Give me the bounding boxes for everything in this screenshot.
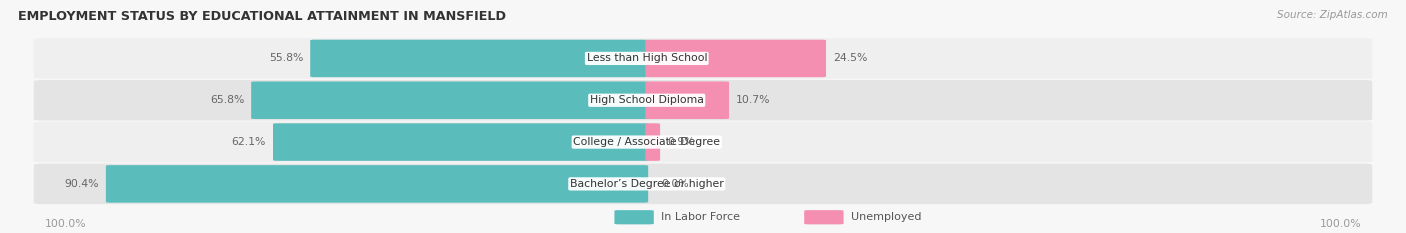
FancyBboxPatch shape [614, 210, 654, 224]
Text: 10.7%: 10.7% [737, 95, 770, 105]
FancyBboxPatch shape [273, 123, 648, 161]
FancyBboxPatch shape [252, 82, 648, 119]
FancyBboxPatch shape [105, 165, 648, 203]
Text: 0.0%: 0.0% [661, 179, 689, 189]
FancyBboxPatch shape [645, 82, 728, 119]
Text: 100.0%: 100.0% [1319, 219, 1361, 229]
Text: High School Diploma: High School Diploma [591, 95, 703, 105]
Text: College / Associate Degree: College / Associate Degree [574, 137, 720, 147]
FancyBboxPatch shape [34, 38, 1372, 79]
Text: Bachelor’s Degree or higher: Bachelor’s Degree or higher [569, 179, 724, 189]
Text: 0.9%: 0.9% [668, 137, 695, 147]
FancyBboxPatch shape [311, 40, 648, 77]
FancyBboxPatch shape [34, 164, 1372, 204]
Text: Less than High School: Less than High School [586, 53, 707, 63]
FancyBboxPatch shape [645, 40, 827, 77]
Text: 100.0%: 100.0% [45, 219, 87, 229]
Text: Unemployed: Unemployed [851, 212, 921, 222]
Text: Source: ZipAtlas.com: Source: ZipAtlas.com [1277, 10, 1388, 21]
FancyBboxPatch shape [34, 80, 1372, 120]
Text: In Labor Force: In Labor Force [661, 212, 740, 222]
FancyBboxPatch shape [34, 122, 1372, 162]
Text: 62.1%: 62.1% [232, 137, 266, 147]
Text: EMPLOYMENT STATUS BY EDUCATIONAL ATTAINMENT IN MANSFIELD: EMPLOYMENT STATUS BY EDUCATIONAL ATTAINM… [18, 10, 506, 24]
Text: 65.8%: 65.8% [209, 95, 245, 105]
Text: 55.8%: 55.8% [269, 53, 304, 63]
Text: 24.5%: 24.5% [832, 53, 868, 63]
FancyBboxPatch shape [645, 123, 661, 161]
FancyBboxPatch shape [804, 210, 844, 224]
Text: 90.4%: 90.4% [65, 179, 98, 189]
